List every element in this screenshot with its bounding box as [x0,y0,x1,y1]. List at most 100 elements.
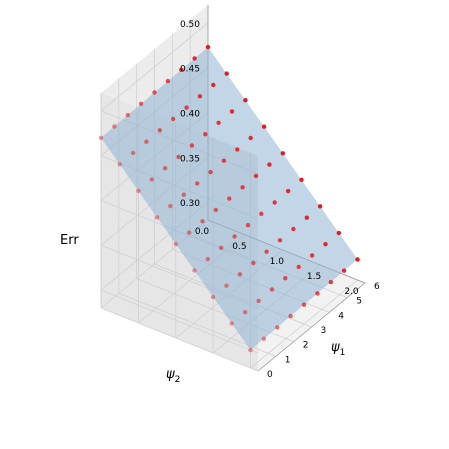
err-tick-label: 0.40 [180,110,200,120]
psi1-tick-label: 3 [321,326,327,336]
data-point [176,154,181,160]
data-point [288,313,293,319]
data-point [98,135,104,140]
psi2-label-main: ψ [166,367,175,382]
grid-right-err [100,289,259,354]
data-point [280,151,285,156]
data-point [171,116,176,122]
data-point [304,215,309,220]
data-point [149,177,154,182]
data-point [205,44,211,50]
data-point [299,177,304,182]
data-point [216,120,221,126]
data-point [157,128,162,133]
err-axis-label: Err [60,233,79,248]
data-point [285,188,291,194]
data-point [248,347,253,353]
data-point [272,200,277,205]
err-tick-label: 0.35 [180,154,200,164]
data-point [240,185,245,190]
data-point [232,234,237,239]
data-point [211,82,216,88]
psi1-tick-label: 2 [303,341,309,351]
data-point [259,211,264,216]
data-points [98,44,360,353]
data-point [186,230,192,235]
psi2-tick-label: 2.0 [344,287,359,297]
data-point [205,256,210,262]
data-point [283,276,288,281]
psi1-tick-label: 4 [338,311,344,321]
data-point [328,279,333,285]
data-point [261,124,267,129]
psi1-label-main: ψ [331,340,340,355]
psi1-tick-label: 5 [356,297,362,307]
data-point [256,298,261,304]
psi2-tick-label: 1.5 [307,272,321,282]
data-point [219,245,224,250]
data-point [154,215,160,220]
data-point [301,302,307,307]
data-point [197,94,203,99]
data-point [125,112,130,118]
data-point [323,242,328,247]
data-point [138,101,144,107]
data-point [235,147,240,152]
data-point [224,283,229,288]
data-point [152,90,157,95]
data-point [200,219,205,224]
data-point [269,287,275,292]
data-point [168,203,173,209]
psi2-label-sub: 2 [175,375,181,385]
data-point [184,105,189,110]
psi2-tick-label: 1.0 [270,257,285,267]
data-point [224,71,229,76]
data-point [245,222,251,228]
data-point [181,192,186,197]
data-point [243,310,248,315]
data-point [192,268,197,273]
data-point [213,207,219,213]
data-point [229,109,235,114]
data-point [173,241,178,247]
psi2-tick-label: 0.5 [232,242,246,252]
data-point [251,260,256,266]
data-point [144,139,149,144]
data-point [189,143,195,148]
data-point [296,264,301,270]
err-tick-label: 0.30 [180,199,200,209]
data-point [261,336,267,341]
data-point [192,56,197,61]
data-point [208,169,213,175]
data-point [315,291,320,296]
data-point [237,272,243,277]
data-point [195,181,200,186]
data-point [309,253,315,258]
data-point [267,162,272,167]
data-point [355,257,360,262]
data-point [117,162,122,167]
psi1-tick-label: 6 [374,282,380,292]
data-point [341,268,347,273]
data-point [248,135,253,141]
err-tick-label: 0.45 [180,65,200,75]
data-point [221,158,227,163]
grid-left-err [100,22,209,112]
psi1-tick-label: 1 [285,355,291,365]
tick-labels: 0.0 0.5 1.0 1.5 2.0 0 1 2 3 4 5 6 0.30 0.35 0.40 0.45 0.… [180,20,380,380]
psi1-label-sub: 1 [340,348,346,358]
data-point [275,325,280,330]
psi2-tick-label: 0.0 [195,227,210,237]
data-point [112,124,117,129]
data-point [253,173,259,179]
data-point [203,132,208,137]
axis-labels: Err ψ2 ψ1 [60,233,345,385]
data-point [165,78,171,84]
data-point [243,98,248,103]
psi2-axis-label: ψ2 [166,367,180,385]
data-point [179,67,184,73]
data-point [291,226,296,232]
data-point [227,196,232,201]
data-point [264,249,269,254]
data-point [130,150,136,156]
